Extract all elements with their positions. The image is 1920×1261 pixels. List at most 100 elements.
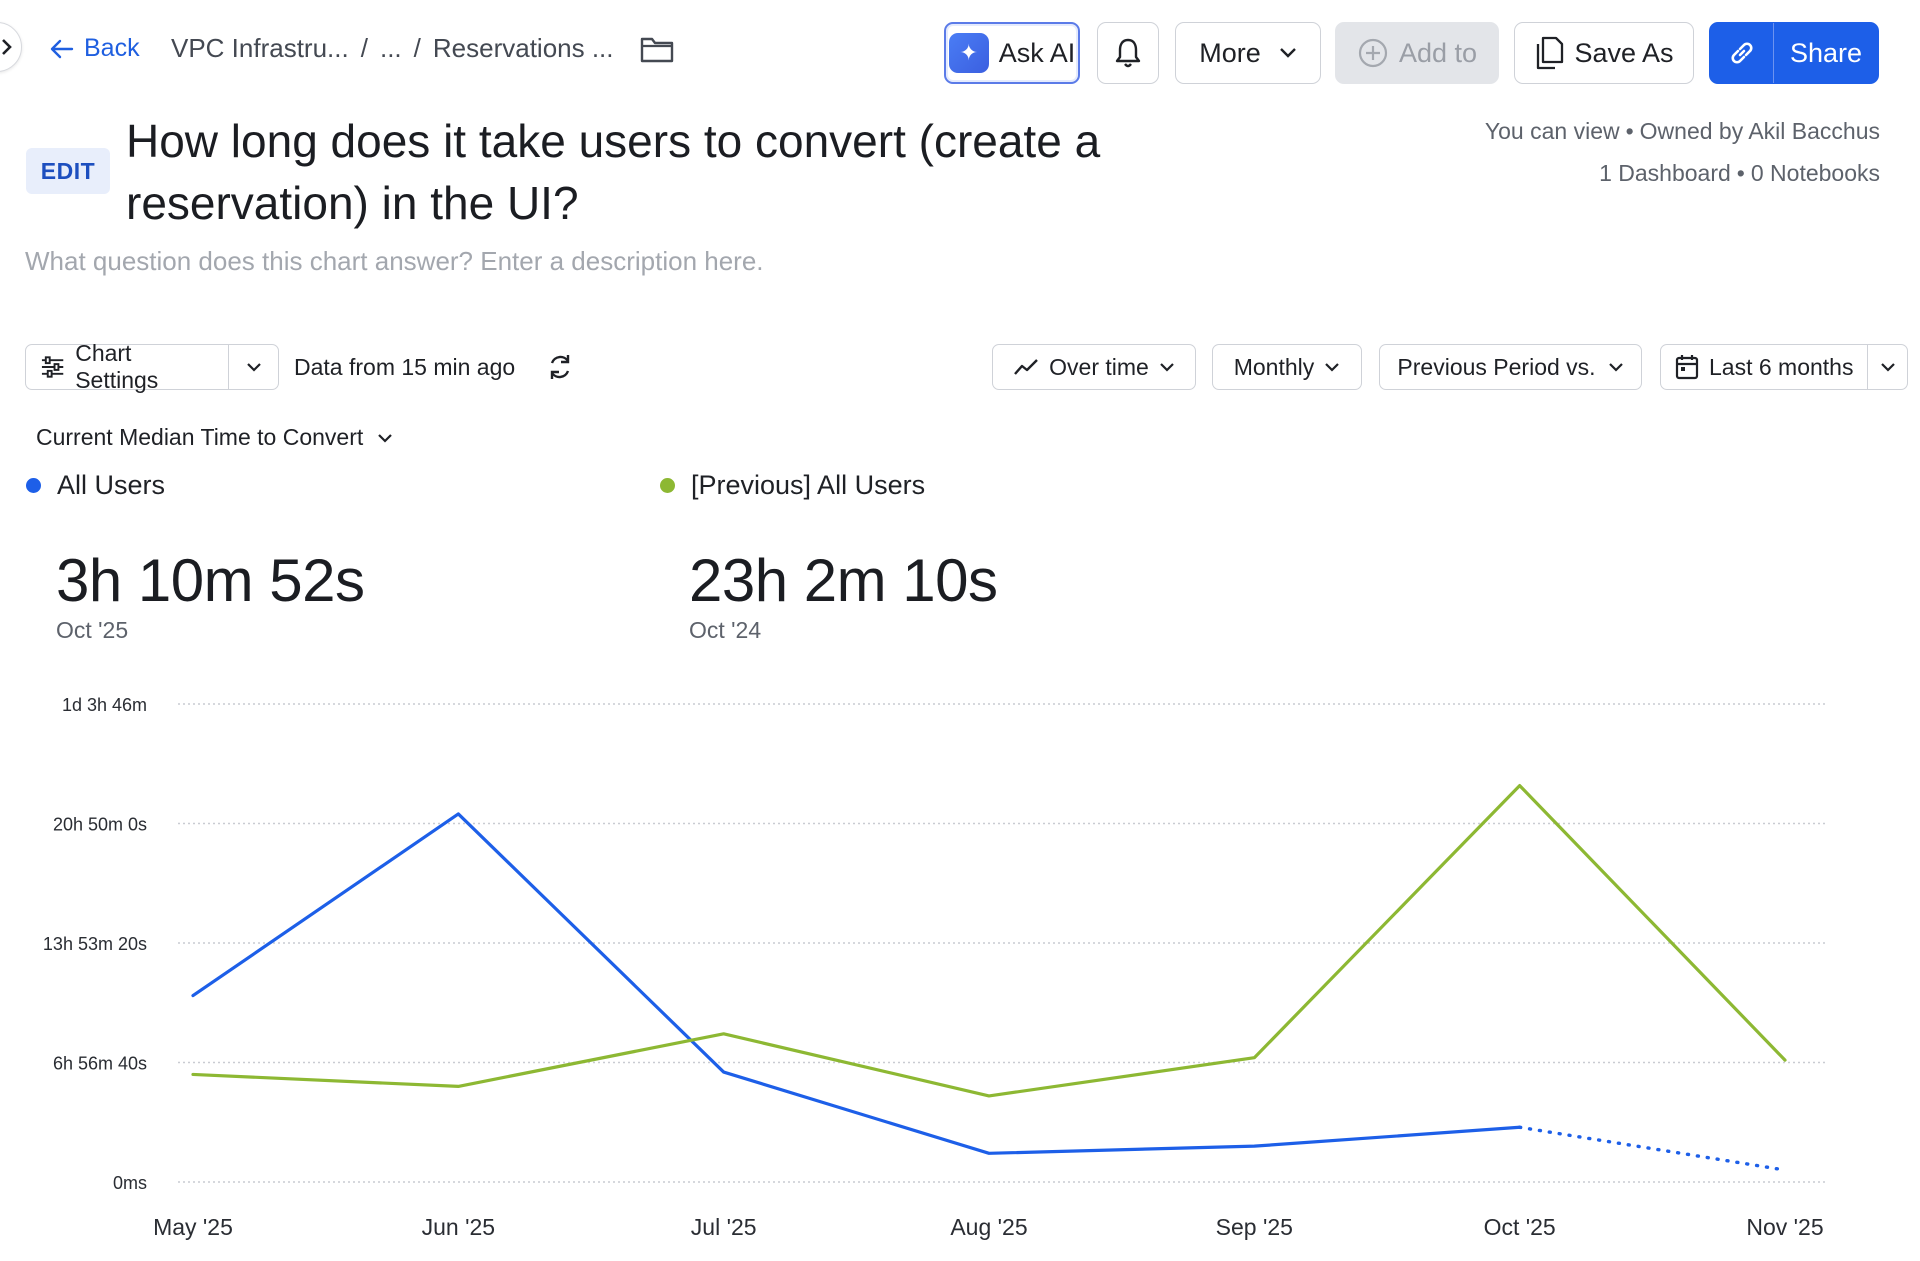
sliders-icon bbox=[41, 356, 64, 378]
data-point[interactable] bbox=[1513, 779, 1527, 793]
visualization-dropdown[interactable]: Over time bbox=[992, 344, 1196, 390]
back-link[interactable]: Back bbox=[50, 34, 140, 63]
chevron-down-icon bbox=[378, 433, 393, 443]
chart-settings-label: Chart Settings bbox=[75, 340, 159, 393]
data-point[interactable] bbox=[982, 1089, 996, 1103]
data-freshness-text: Data from 15 min ago bbox=[294, 354, 516, 380]
ask-ai-label: Ask AI bbox=[998, 37, 1076, 68]
y-tick-label: 0ms bbox=[113, 1173, 147, 1193]
more-dropdown[interactable]: More bbox=[1175, 22, 1321, 84]
x-tick-label: Oct '25 bbox=[1484, 1214, 1556, 1240]
data-point[interactable] bbox=[451, 807, 465, 821]
series-line bbox=[191, 783, 1787, 1098]
data-point[interactable] bbox=[1778, 1053, 1792, 1067]
owner-text[interactable]: Owned by Akil Bacchus bbox=[1639, 118, 1880, 144]
top-bar: Back VPC Infrastru... / ... / Reservatio… bbox=[0, 0, 1920, 100]
data-point[interactable] bbox=[982, 1146, 996, 1160]
legend-dot bbox=[26, 478, 41, 493]
data-point[interactable] bbox=[451, 1079, 465, 1093]
data-point[interactable] bbox=[186, 989, 200, 1003]
x-tick-label: May '25 bbox=[153, 1214, 233, 1240]
metric-label: Current Median Time to Convert bbox=[36, 424, 364, 450]
chevron-down-icon bbox=[1325, 363, 1340, 372]
metric-dropdown[interactable]: Current Median Time to Convert bbox=[36, 424, 393, 451]
edit-button[interactable]: EDIT bbox=[26, 148, 110, 194]
dashboards-count[interactable]: 1 Dashboard bbox=[1599, 160, 1731, 186]
bell-icon bbox=[1115, 38, 1141, 68]
y-tick-label: 20h 50m 0s bbox=[53, 815, 147, 835]
share-button[interactable]: Share bbox=[1709, 22, 1879, 84]
compare-label: Previous Period vs. bbox=[1397, 353, 1596, 380]
legend-item-all-users[interactable]: All Users bbox=[26, 470, 165, 501]
link-icon[interactable] bbox=[1710, 23, 1774, 83]
breadcrumb-item[interactable]: Reservations ... bbox=[432, 33, 614, 63]
line-chart[interactable]: 0ms 6h 56m 40s 13h 53m 20s 20h 50m 0s 1d 3h … bbox=[0, 680, 1920, 1250]
add-to-button[interactable]: Add to bbox=[1335, 22, 1499, 84]
data-point[interactable] bbox=[1247, 1139, 1261, 1153]
monthly-label: Monthly bbox=[1233, 353, 1315, 380]
chart-settings-control: Chart Settings bbox=[25, 340, 279, 393]
separator-dot: • bbox=[1625, 118, 1634, 144]
breadcrumb-item[interactable]: ... bbox=[379, 33, 402, 63]
ask-ai-button[interactable]: ✦ Ask AI bbox=[944, 22, 1080, 84]
kpi-previous-all-users: 23h 2m 10s Oct '24 bbox=[689, 545, 998, 644]
folder-icon[interactable] bbox=[640, 35, 674, 63]
date-range-label: Last 6 months bbox=[1709, 353, 1854, 380]
notifications-button[interactable] bbox=[1097, 22, 1159, 84]
x-tick-label: Sep '25 bbox=[1216, 1214, 1293, 1240]
chevron-down-icon bbox=[1608, 363, 1623, 372]
breadcrumb-separator: / bbox=[360, 33, 368, 63]
chevron-down-icon bbox=[1160, 363, 1174, 372]
chart-settings-dropdown[interactable] bbox=[229, 362, 278, 372]
x-tick-label: Jun '25 bbox=[422, 1214, 495, 1240]
plus-circle-icon bbox=[1358, 38, 1388, 68]
compare-dropdown[interactable]: Previous Period vs. bbox=[1379, 344, 1642, 390]
date-range-control: Last 6 months bbox=[1660, 344, 1908, 390]
chevron-down-icon bbox=[246, 363, 261, 372]
save-as-label: Save As bbox=[1574, 37, 1674, 68]
legend-item-previous-all-users[interactable]: [Previous] All Users bbox=[660, 470, 925, 501]
copy-icon bbox=[1537, 36, 1564, 70]
data-point[interactable] bbox=[717, 1065, 731, 1079]
chart-settings-button[interactable]: Chart Settings bbox=[26, 340, 230, 393]
page-title: How long does it take users to convert (… bbox=[126, 115, 1101, 229]
date-range-dropdown[interactable] bbox=[1868, 362, 1907, 372]
kpi-period: Oct '25 bbox=[56, 617, 129, 643]
y-tick-label: 6h 56m 40s bbox=[53, 1054, 147, 1074]
interval-dropdown[interactable]: Monthly bbox=[1212, 344, 1362, 390]
sparkle-icon: ✦ bbox=[948, 33, 989, 73]
breadcrumb-item[interactable]: VPC Infrastru... bbox=[171, 33, 349, 63]
separator-dot: • bbox=[1736, 160, 1745, 186]
collapse-nav-button[interactable] bbox=[0, 22, 22, 72]
data-point[interactable] bbox=[1247, 1051, 1261, 1065]
save-as-button[interactable]: Save As bbox=[1514, 22, 1694, 84]
refresh-icon[interactable] bbox=[546, 352, 574, 387]
breadcrumb: VPC Infrastru... / ... / Reservations ..… bbox=[171, 33, 674, 64]
x-tick-label: Aug '25 bbox=[950, 1214, 1027, 1240]
series-line-incomplete bbox=[1517, 1125, 1787, 1172]
data-point[interactable] bbox=[717, 1027, 731, 1041]
kpi-value: 3h 10m 52s bbox=[56, 547, 365, 614]
arrow-left-icon bbox=[50, 39, 74, 58]
data-point[interactable] bbox=[186, 1067, 200, 1081]
chevron-down-icon bbox=[1880, 363, 1895, 372]
notebooks-count[interactable]: 0 Notebooks bbox=[1750, 160, 1880, 186]
more-label: More bbox=[1199, 37, 1261, 68]
data-point[interactable] bbox=[1778, 1163, 1792, 1177]
line-chart-icon bbox=[1014, 359, 1039, 375]
over-time-label: Over time bbox=[1049, 353, 1149, 380]
legend-label: All Users bbox=[57, 470, 166, 500]
permission-text: You can view bbox=[1484, 118, 1620, 144]
date-range-button[interactable]: Last 6 months bbox=[1661, 345, 1869, 389]
x-tick-label: Nov '25 bbox=[1746, 1214, 1823, 1240]
series-line bbox=[191, 812, 1522, 1155]
data-point[interactable] bbox=[1513, 1120, 1527, 1134]
chevron-down-icon bbox=[1279, 48, 1296, 58]
description-input[interactable]: What question does this chart answer? En… bbox=[25, 246, 764, 276]
legend-dot bbox=[660, 478, 675, 493]
kpi-period: Oct '24 bbox=[689, 617, 762, 643]
y-tick-label: 1d 3h 46m bbox=[62, 695, 147, 715]
chart-meta: You can view • Owned by Akil Bacchus 1 Das… bbox=[1485, 110, 1880, 194]
share-label: Share bbox=[1789, 37, 1863, 68]
x-tick-label: Jul '25 bbox=[691, 1214, 757, 1240]
